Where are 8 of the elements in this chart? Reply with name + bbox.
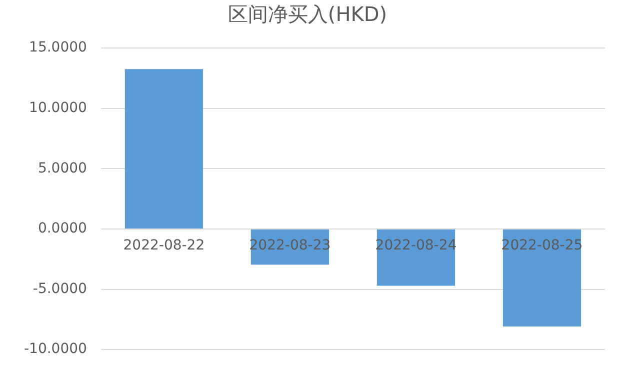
y-tick-label: 15.0000 <box>29 40 87 56</box>
y-tick-label: -5.0000 <box>32 280 87 297</box>
y-tick-label: 5.0000 <box>38 160 87 176</box>
x-tick-label: 2022-08-22 <box>123 238 205 254</box>
y-tick-label: -10.0000 <box>24 341 87 358</box>
y-tick-label: 0.0000 <box>38 220 87 237</box>
y-tick-label: 10.0000 <box>29 100 87 116</box>
chart-title: 区间净买入(HKD) <box>228 2 388 26</box>
